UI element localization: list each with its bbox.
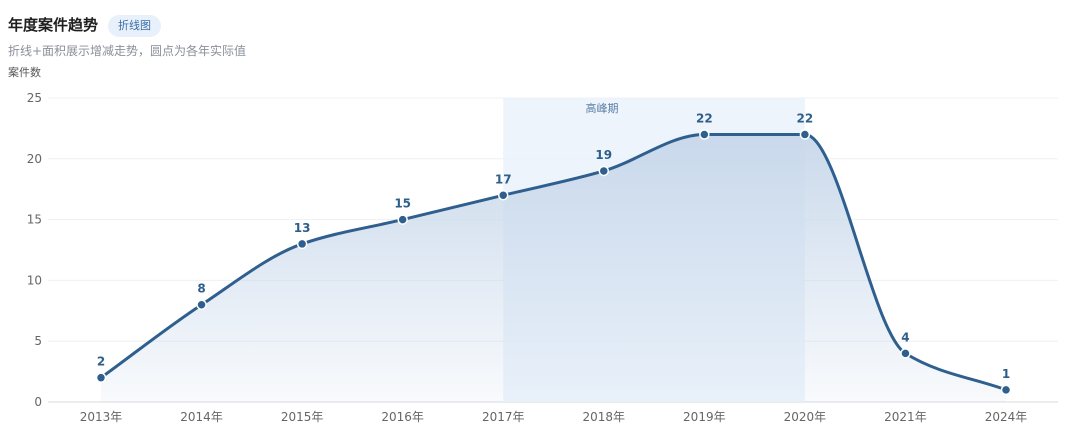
x-tick-label: 2015年 — [281, 410, 324, 424]
chart-title: 年度案件趋势 — [8, 16, 99, 34]
data-label: 1 — [1002, 367, 1010, 381]
data-point — [497, 190, 509, 201]
x-tick-label: 2021年 — [884, 410, 927, 424]
data-label: 17 — [495, 172, 512, 186]
chart-subtitle: 折线+面积展示增减走势，圆点为各年实际值 — [8, 44, 247, 58]
data-point — [598, 165, 610, 177]
x-tick-label: 2018年 — [583, 410, 626, 424]
y-tick-label: 5 — [34, 334, 42, 348]
data-label: 4 — [901, 330, 909, 344]
data-label: 13 — [294, 221, 311, 235]
data-label: 19 — [595, 148, 612, 162]
data-label: 22 — [797, 111, 814, 125]
x-tick-label: 2019年 — [683, 410, 726, 424]
chart-type-badge: 折线图 — [108, 15, 161, 37]
data-point — [296, 238, 308, 250]
data-label: 2 — [97, 355, 105, 369]
x-tick-label: 2017年 — [482, 410, 525, 424]
area-fill — [101, 134, 1006, 403]
data-point — [799, 129, 811, 140]
data-point — [900, 348, 911, 359]
x-tick-label: 2014年 — [180, 410, 223, 424]
x-tick-label: 2020年 — [784, 410, 827, 424]
y-tick-label: 25 — [27, 91, 42, 105]
x-tick-label: 2013年 — [80, 410, 123, 424]
y-tick-label: 15 — [27, 213, 42, 227]
data-label: 22 — [696, 111, 713, 125]
y-tick-label: 0 — [34, 395, 42, 409]
x-tick-label: 2024年 — [985, 410, 1028, 424]
data-point — [397, 214, 408, 225]
data-point — [196, 299, 207, 310]
data-label: 8 — [197, 282, 205, 296]
highlight-label: 高峰期 — [586, 101, 619, 115]
y-tick-label: 10 — [27, 273, 42, 287]
series-line — [99, 132, 1008, 392]
data-point — [699, 129, 710, 140]
data-point — [95, 372, 107, 383]
data-point — [1000, 384, 1012, 396]
y-axis-label: 案件数 — [8, 66, 41, 79]
y-tick-label: 20 — [27, 152, 42, 166]
x-tick-label: 2016年 — [381, 410, 424, 424]
data-label: 15 — [394, 197, 411, 211]
